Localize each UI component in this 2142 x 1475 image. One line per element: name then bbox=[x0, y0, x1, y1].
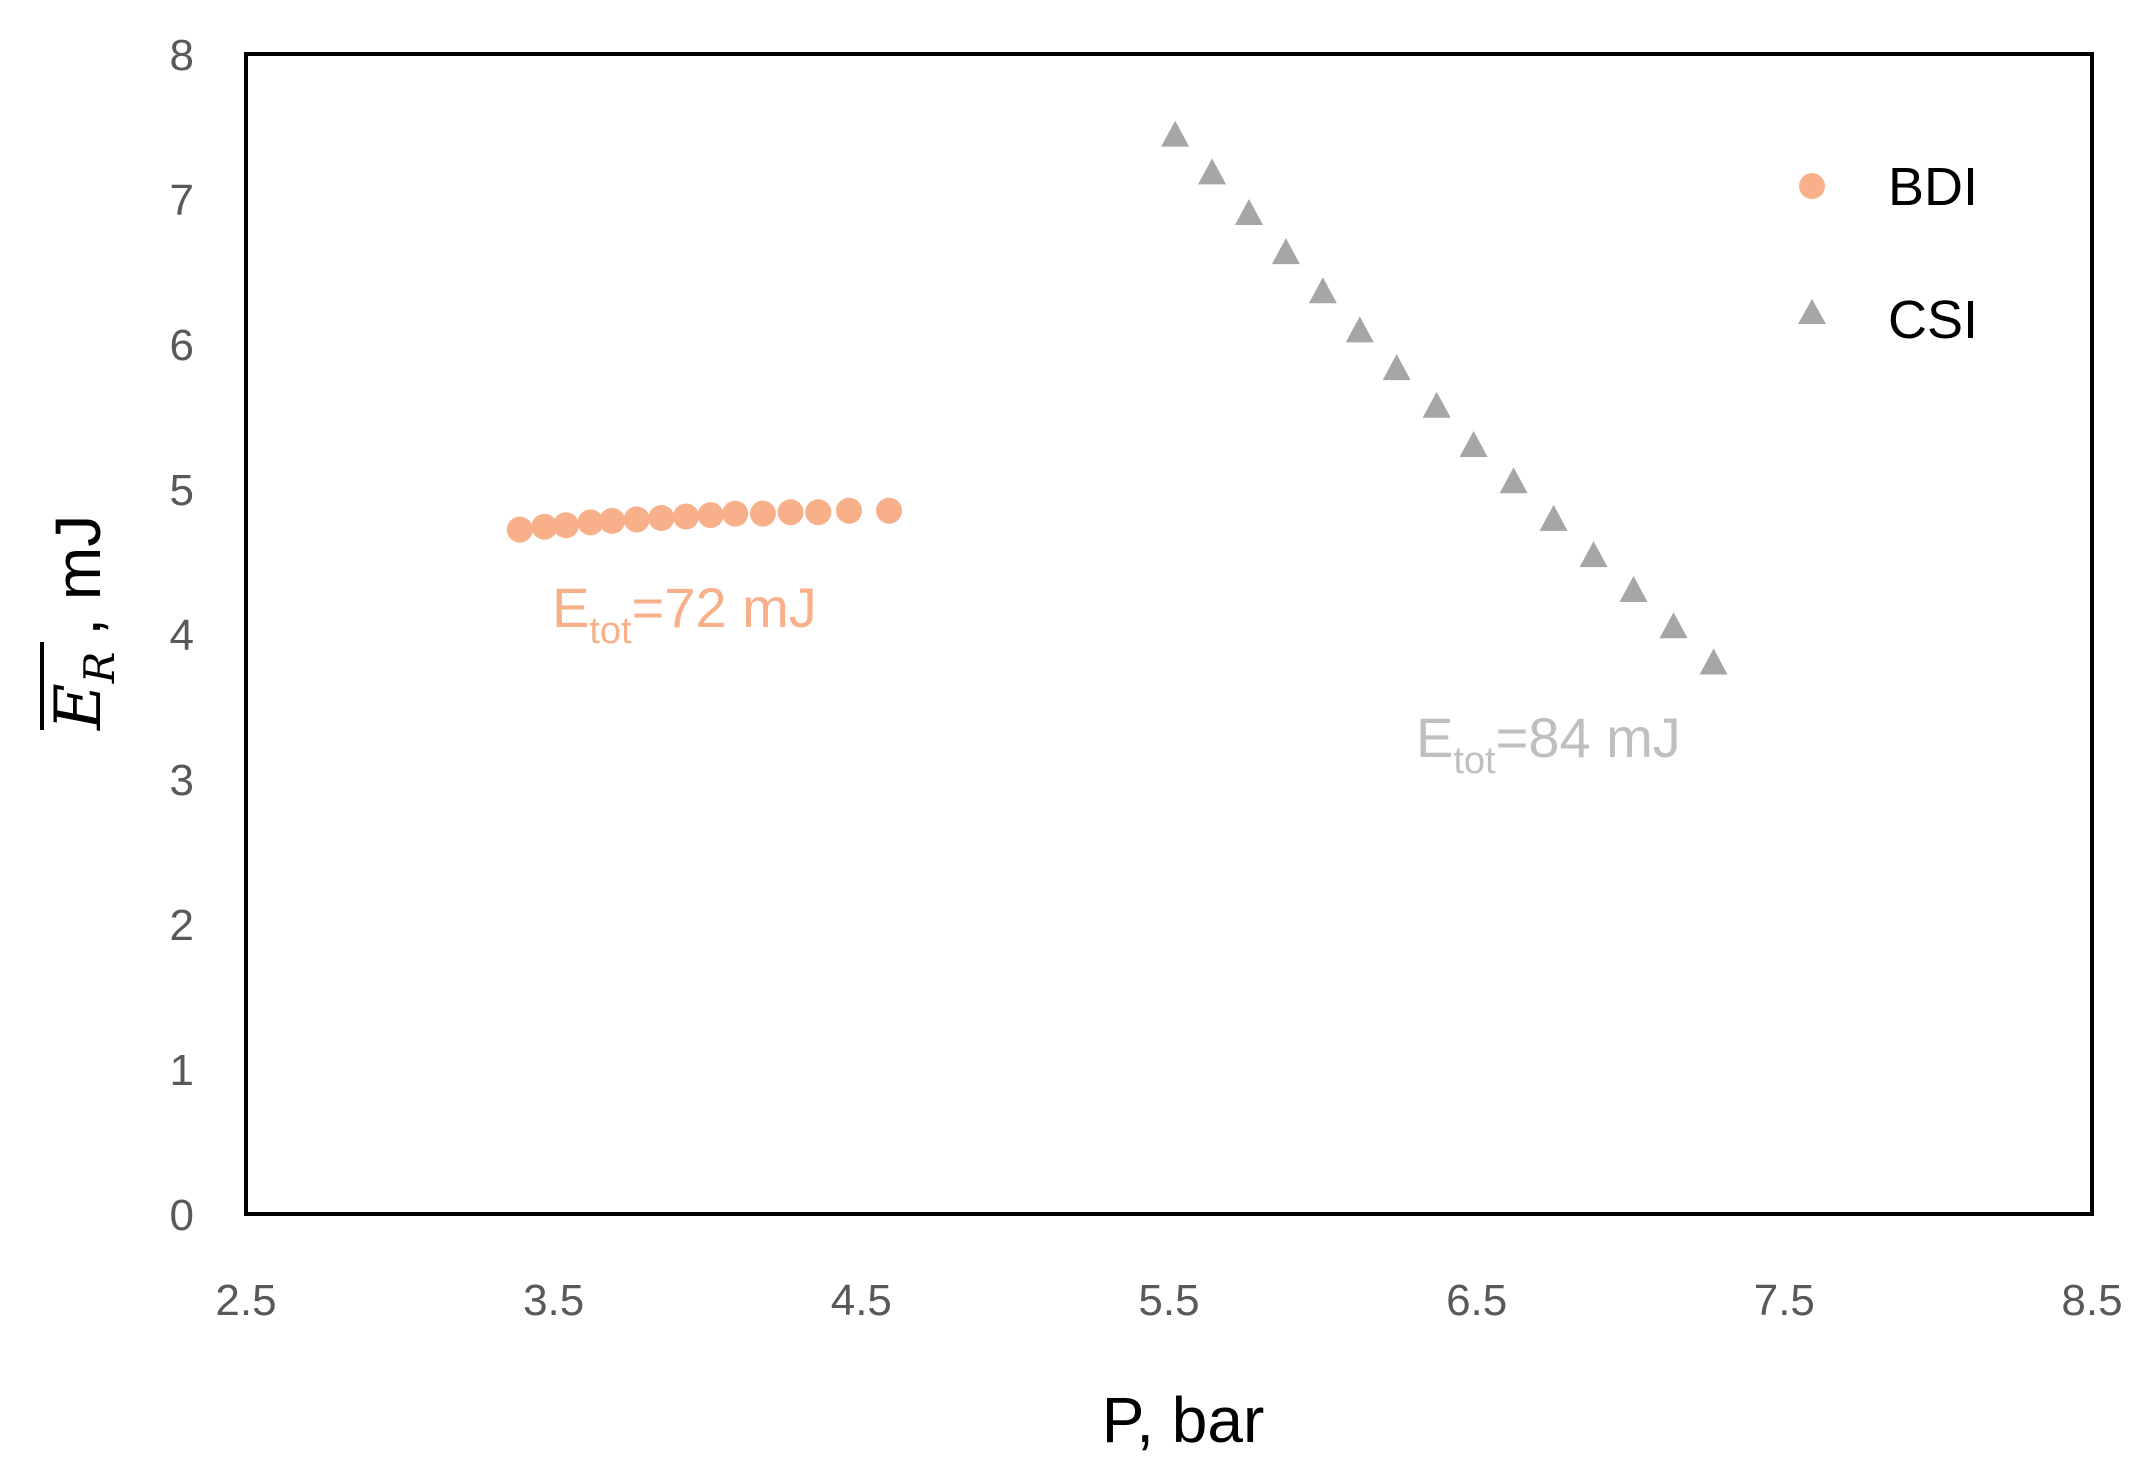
legend-marker-bdi bbox=[1799, 173, 1825, 199]
x-tick-label: 8.5 bbox=[2061, 1276, 2122, 1325]
bdi-point bbox=[805, 499, 832, 526]
csi-point bbox=[1579, 541, 1608, 568]
csi-point bbox=[1499, 467, 1528, 494]
bdi-point bbox=[648, 505, 675, 531]
y-tick-label: 8 bbox=[170, 31, 194, 80]
csi-point bbox=[1234, 198, 1263, 225]
y-axis-title-subscript: R bbox=[75, 652, 124, 685]
y-tick-label: 7 bbox=[170, 176, 194, 225]
svg-text:ER, mJ: ER , mJ bbox=[42, 515, 124, 731]
csi-point bbox=[1699, 648, 1728, 675]
y-tick-labels: 0 1 2 3 4 5 6 7 8 bbox=[170, 31, 194, 1240]
legend-label-csi: CSI bbox=[1888, 290, 1978, 350]
data-series bbox=[506, 120, 1728, 675]
y-tick-label: 3 bbox=[170, 756, 194, 805]
bdi-point bbox=[623, 506, 650, 533]
series-csi bbox=[1161, 120, 1728, 675]
x-tick-label: 6.5 bbox=[1446, 1276, 1507, 1325]
x-tick-label: 7.5 bbox=[1754, 1276, 1815, 1325]
x-axis-title: P, bar bbox=[1102, 1384, 1265, 1456]
bdi-point bbox=[722, 500, 749, 527]
x-tick-label: 3.5 bbox=[523, 1276, 584, 1325]
bdi-point bbox=[876, 497, 903, 524]
csi-point bbox=[1308, 277, 1337, 304]
bdi-point bbox=[672, 503, 699, 530]
bdi-point bbox=[777, 499, 804, 526]
csi-point bbox=[1619, 575, 1648, 602]
bdi-point bbox=[577, 509, 604, 536]
y-tick-label: 4 bbox=[170, 611, 194, 660]
bdi-point bbox=[506, 516, 533, 543]
annotation-csi-total: Etot=84 mJ bbox=[1416, 706, 1681, 782]
csi-point bbox=[1382, 354, 1411, 381]
bdi-point bbox=[599, 507, 626, 534]
legend-label-bdi: BDI bbox=[1888, 157, 1978, 217]
y-axis-title-symbol: E bbox=[42, 683, 116, 731]
annotation-bdi-total: Etot=72 mJ bbox=[552, 576, 817, 652]
csi-point bbox=[1345, 316, 1374, 343]
bdi-point bbox=[531, 513, 558, 540]
bdi-point bbox=[749, 500, 776, 527]
csi-point bbox=[1161, 120, 1190, 147]
y-tick-label: 2 bbox=[170, 901, 194, 950]
y-tick-label: 6 bbox=[170, 321, 194, 370]
csi-point bbox=[1459, 430, 1488, 457]
y-tick-label: 1 bbox=[170, 1046, 194, 1095]
bdi-point bbox=[836, 497, 863, 524]
csi-point bbox=[1539, 504, 1568, 531]
csi-point bbox=[1271, 238, 1300, 265]
y-tick-label: 0 bbox=[170, 1191, 194, 1240]
y-axis-title-rest: , mJ bbox=[42, 515, 114, 636]
x-tick-label: 2.5 bbox=[215, 1276, 276, 1325]
y-axis-title: ER , mJ bbox=[40, 515, 124, 731]
csi-point bbox=[1422, 391, 1451, 418]
plot-frame bbox=[244, 52, 2094, 1216]
bdi-point bbox=[552, 512, 579, 539]
x-tick-label: 4.5 bbox=[831, 1276, 892, 1325]
bdi-point bbox=[697, 502, 724, 529]
x-tick-labels: 2.5 3.5 4.5 5.5 6.5 7.5 8.5 bbox=[215, 1276, 2122, 1325]
x-tick-label: 5.5 bbox=[1138, 1276, 1199, 1325]
legend: BDI CSI bbox=[1798, 157, 1978, 350]
legend-marker-csi bbox=[1798, 299, 1826, 324]
series-bdi bbox=[506, 497, 903, 543]
csi-point bbox=[1198, 158, 1227, 185]
y-tick-label: 5 bbox=[170, 466, 194, 515]
csi-point bbox=[1659, 612, 1688, 639]
